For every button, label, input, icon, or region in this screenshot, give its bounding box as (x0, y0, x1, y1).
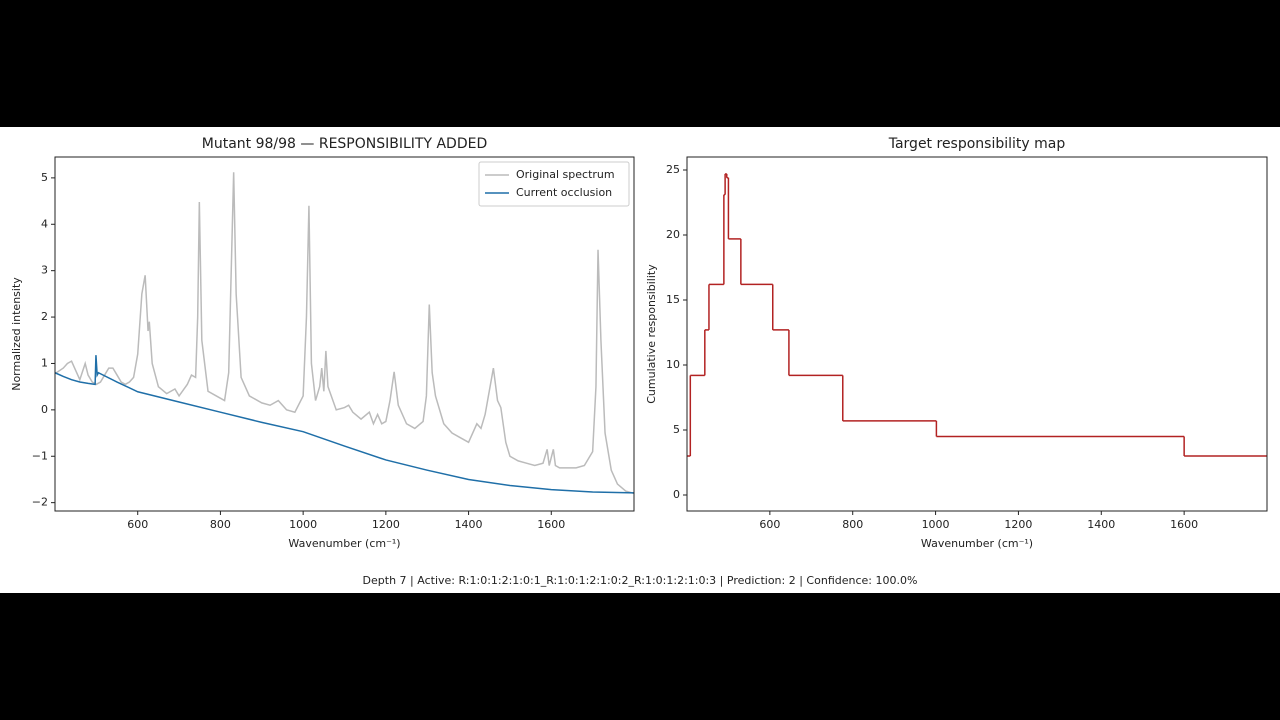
x-axis-label: Wavenumber (cm⁻¹) (288, 537, 400, 550)
y-tick-label: 15 (666, 293, 680, 306)
x-tick-label: 1400 (1087, 518, 1115, 531)
x-tick-label: 800 (842, 518, 863, 531)
x-tick-label: 1000 (289, 518, 317, 531)
x-tick-label: 600 (127, 518, 148, 531)
legend-box (478, 161, 630, 207)
x-tick-label: 600 (759, 518, 780, 531)
x-tick-label: 1200 (1004, 518, 1032, 531)
x-tick-label: 1600 (1170, 518, 1198, 531)
y-tick-label: 4 (41, 217, 48, 230)
plot-frame (686, 156, 1268, 512)
y-tick-label: −2 (32, 496, 48, 509)
plot-area (55, 172, 634, 495)
y-tick-label: 20 (666, 228, 680, 241)
y-tick-label: 2 (41, 310, 48, 323)
y-tick-label: 0 (673, 488, 680, 501)
chart-title: Mutant 98/98 — RESPONSIBILITY ADDED (202, 136, 487, 152)
y-tick-label: −1 (32, 449, 48, 462)
x-tick-label: 800 (210, 518, 231, 531)
legend-label: Original spectrum (516, 168, 615, 181)
footer-caption: Depth 7 | Active: R:1:0:1:2:1:0:1_R:1:0:… (363, 574, 918, 587)
plot-frame (54, 156, 635, 512)
x-tick-label: 1400 (455, 518, 483, 531)
x-tick-label: 1000 (922, 518, 950, 531)
y-tick-label: 0 (41, 403, 48, 416)
figure-background (0, 127, 1280, 593)
series-line (55, 172, 634, 495)
series-line (55, 355, 634, 494)
x-tick-label: 1200 (372, 518, 400, 531)
y-tick-label: 25 (666, 163, 680, 176)
chart-title: Target responsibility map (888, 136, 1066, 152)
y-axis-label: Cumulative responsibility (645, 264, 658, 404)
y-tick-label: 5 (41, 171, 48, 184)
y-axis-label: Normalized intensity (10, 277, 23, 391)
x-tick-label: 1600 (537, 518, 565, 531)
legend-label: Current occlusion (516, 186, 612, 199)
y-tick-label: 5 (673, 423, 680, 436)
y-tick-label: 3 (41, 264, 48, 277)
y-tick-label: 10 (666, 358, 680, 371)
x-axis-label: Wavenumber (cm⁻¹) (921, 537, 1033, 550)
plot-area (687, 173, 1267, 457)
y-tick-label: 1 (41, 356, 48, 369)
